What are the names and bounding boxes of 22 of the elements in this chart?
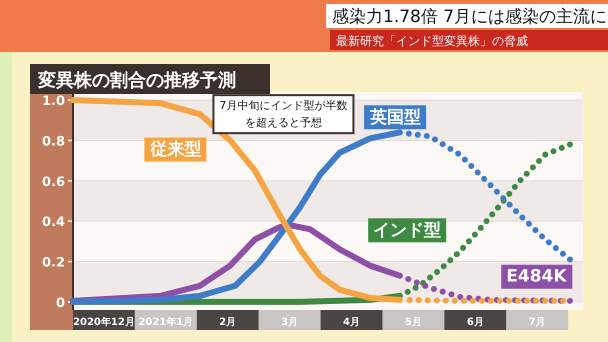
text: E484K: [506, 266, 568, 287]
series-label: 英国型: [369, 107, 422, 128]
y-tick-label: 0.4: [42, 215, 65, 230]
x-tick-label: 6月: [466, 317, 484, 328]
text: 最新研究「インド型変異株」の脅威: [336, 34, 528, 48]
chart-title: 変異株の割合の推移予測: [37, 70, 236, 91]
x-tick-label: 7月: [528, 317, 546, 328]
series-label: 従来型: [149, 140, 202, 160]
y-tick-label: 1.0: [42, 94, 65, 110]
y-tick-label: 0.6: [42, 174, 65, 190]
text: 感染力1.78倍 7月には感染の主流に: [332, 7, 608, 27]
x-tick-label: 2021年1月: [138, 316, 194, 328]
y-tick-label: 0.2: [42, 256, 65, 271]
x-tick-label: 3月: [281, 317, 298, 328]
x-tick-label: 2月: [219, 317, 236, 328]
y-tick-label: 0.8: [42, 134, 65, 150]
text: インド型: [373, 220, 442, 240]
x-tick-label: 4月: [343, 317, 360, 328]
x-tick-label: 5月: [404, 317, 422, 328]
annotation: 7月中旬にインド型が半数を超えると予想: [219, 99, 348, 130]
x-tick-label: 2020年12月: [73, 316, 135, 328]
y-tick-label: 0: [56, 296, 65, 311]
